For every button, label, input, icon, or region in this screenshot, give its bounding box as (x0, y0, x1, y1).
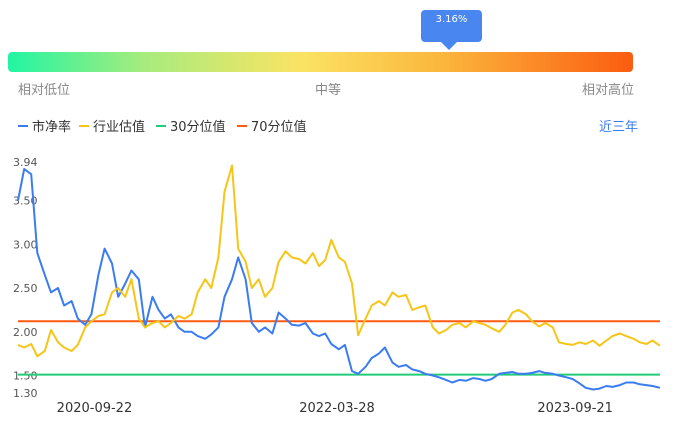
y-axis: 3.94 3.50 3.00 2.50 2.00 1.50 1.30 (13, 156, 38, 400)
y-tick-label: 3.00 (13, 238, 38, 251)
legend-label-industry: 行业估值 (93, 120, 146, 135)
range-selector-button[interactable]: 近三年 (599, 120, 639, 135)
series-lines (17, 164, 661, 391)
y-tick-label: 1.50 (13, 370, 38, 383)
y-tick-label: 2.50 (13, 282, 38, 295)
scale-label-low: 相对低位 (18, 83, 71, 98)
legend-label-pb: 市净率 (32, 120, 72, 135)
x-tick-label: 2023-09-21 (537, 401, 613, 416)
x-tick-label: 2020-09-22 (57, 401, 133, 416)
percentile-gradient-bar (8, 52, 633, 72)
industry-series-line (17, 164, 661, 358)
legend-swatch-industry (79, 125, 89, 127)
legend-swatch-p30 (156, 125, 166, 127)
legend-swatch-p70 (237, 125, 247, 127)
scale-label-high: 相对高位 (582, 83, 635, 98)
scale-label-mid: 中等 (315, 83, 342, 98)
y-tick-label: 2.00 (13, 326, 38, 339)
x-tick-label: 2022-03-28 (299, 401, 375, 416)
legend-label-p30: 30分位值 (170, 120, 226, 135)
tooltip-pointer-icon (440, 41, 458, 50)
y-tick-label: 1.30 (13, 387, 38, 400)
reference-lines (18, 320, 660, 376)
percentile-value: 3.16% (435, 14, 468, 25)
legend-swatch-pb (18, 125, 28, 127)
y-tick-label: 3.50 (13, 195, 38, 208)
y-tick-label: 3.94 (13, 156, 38, 169)
percentile-tooltip: 3.16% (421, 10, 482, 42)
x-axis: 2020-09-22 2022-03-28 2023-09-21 (57, 401, 613, 416)
legend-label-p70: 70分位值 (251, 120, 307, 135)
pb-series-line (17, 168, 661, 391)
